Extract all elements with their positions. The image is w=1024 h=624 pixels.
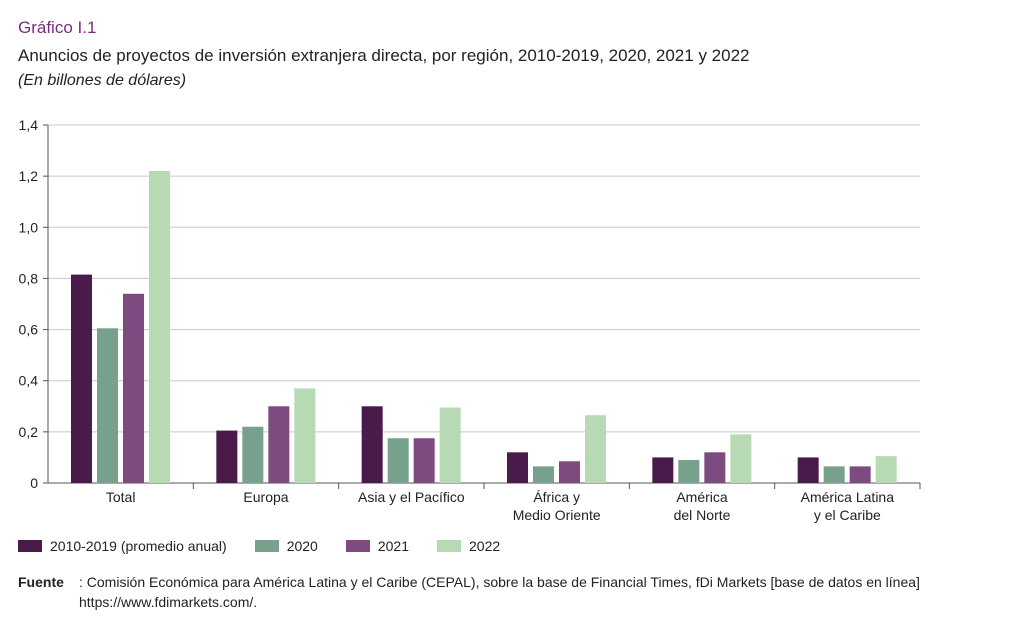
legend-swatch: [437, 540, 461, 552]
source-note: Fuente : Comisión Económica para América…: [18, 572, 1008, 610]
bar: [823, 466, 845, 483]
bar: [559, 461, 580, 483]
legend-item: 2021: [345, 538, 409, 554]
x-tick-label: América del Norte: [674, 489, 731, 523]
bar: [71, 274, 92, 483]
bar: [507, 452, 528, 483]
legend-label: 2020: [286, 538, 318, 554]
legend-item: 2010-2019 (promedio anual): [18, 538, 227, 554]
bar: [704, 452, 726, 483]
y-tick-label: 0,2: [19, 424, 39, 440]
bar: [268, 406, 290, 483]
bar: [97, 328, 118, 483]
chart-title: Anuncios de proyectos de inversión extra…: [18, 46, 750, 65]
y-tick-label: 0,8: [19, 270, 39, 286]
y-tick-label: 1,2: [19, 168, 39, 184]
bar: [242, 426, 264, 483]
x-tick-label: Total: [106, 489, 136, 505]
legend-item: 2020: [254, 538, 318, 554]
y-tick-label: 1,4: [19, 117, 39, 133]
legend-swatch: [18, 540, 42, 552]
bar: [652, 457, 674, 483]
legend-swatch: [345, 540, 370, 552]
bar: [849, 466, 871, 483]
y-tick-label: 0,6: [19, 322, 39, 338]
bar: [216, 430, 238, 483]
bar: [585, 415, 606, 483]
y-tick-label: 0: [30, 475, 38, 491]
source-text: : Comisión Económica para América Latina…: [79, 574, 920, 610]
bar: [678, 459, 700, 483]
legend-swatch: [254, 540, 279, 552]
x-tick-label: África y Medio Oriente: [513, 489, 601, 523]
bar: [387, 438, 409, 483]
bar-chart: 0 0,2 0,4 0,6 0,8 1,0 1,2 1,4 Total Europa Asia y …: [19, 117, 921, 523]
chart-legend: 2010-2019 (promedio anual) 2020 2021 202…: [18, 538, 528, 554]
source-label: Fuente: [18, 574, 64, 590]
bar: [533, 466, 554, 483]
y-tick-label: 1,0: [19, 219, 39, 235]
bar: [361, 406, 383, 483]
y-tick-label: 0,4: [19, 373, 39, 389]
legend-label: 2022: [469, 538, 501, 554]
x-tick-label: América Latina y el Caribe: [801, 489, 895, 523]
figure-label: Gráfico I.1: [18, 18, 97, 37]
legend-item: 2022: [437, 538, 500, 554]
chart-subtitle: (En billones de dólares): [18, 72, 187, 89]
legend-label: 2010-2019 (promedio anual): [50, 538, 227, 554]
bar: [875, 456, 897, 483]
x-tick-label: Europa: [243, 489, 288, 505]
bar: [439, 407, 461, 483]
bar: [294, 388, 316, 483]
bar: [149, 171, 170, 483]
bar: [730, 434, 752, 483]
bar: [413, 438, 435, 483]
bar: [797, 457, 819, 483]
bar: [123, 293, 144, 483]
x-tick-label: Asia y el Pacífico: [358, 489, 465, 505]
legend-label: 2021: [377, 538, 409, 554]
